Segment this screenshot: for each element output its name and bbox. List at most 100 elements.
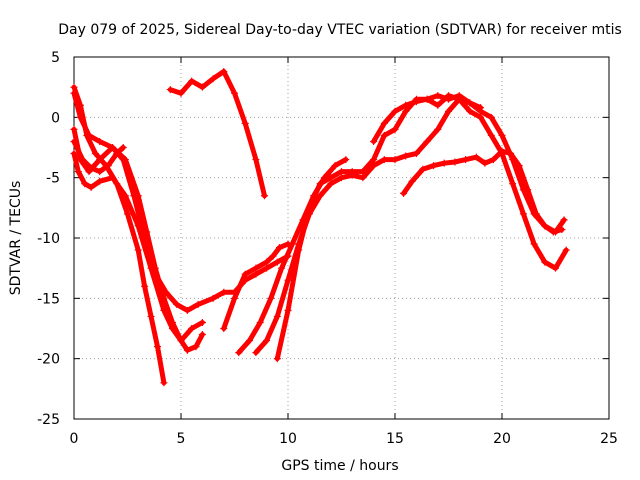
data-point bbox=[241, 270, 249, 278]
x-tick-label: 20 bbox=[493, 431, 511, 447]
x-tick-label: 5 bbox=[177, 431, 186, 447]
data-point bbox=[263, 258, 271, 266]
data-point bbox=[509, 180, 517, 188]
data-point bbox=[498, 147, 506, 155]
x-axis-label: GPS time / hours bbox=[281, 458, 398, 474]
data-point bbox=[198, 331, 206, 339]
data-point bbox=[359, 168, 367, 176]
data-point bbox=[423, 137, 431, 145]
data-point bbox=[85, 131, 93, 139]
data-point bbox=[252, 156, 260, 164]
y-axis-label: SDTVAR / TECUs bbox=[8, 181, 24, 296]
data-point bbox=[70, 150, 78, 158]
data-point bbox=[241, 119, 249, 127]
data-point bbox=[96, 156, 104, 164]
data-point bbox=[173, 300, 181, 308]
data-point bbox=[338, 168, 345, 176]
data-point bbox=[434, 101, 442, 109]
data-point bbox=[70, 125, 78, 133]
data-point bbox=[560, 216, 568, 224]
data-point bbox=[489, 156, 497, 164]
data-point bbox=[151, 270, 159, 278]
data-point bbox=[380, 119, 388, 127]
grid bbox=[74, 57, 609, 419]
y-tick-label: -25 bbox=[37, 412, 60, 428]
data-point bbox=[252, 270, 260, 278]
data-point bbox=[76, 113, 84, 121]
data-point bbox=[284, 276, 292, 284]
data-point bbox=[130, 192, 138, 200]
data-point bbox=[278, 264, 286, 272]
data-point bbox=[81, 180, 89, 188]
data-point bbox=[380, 131, 388, 139]
data-point bbox=[153, 343, 161, 351]
data-point bbox=[331, 162, 339, 170]
data-point bbox=[530, 240, 538, 248]
data-point bbox=[273, 355, 281, 363]
data-point bbox=[519, 186, 527, 194]
data-point bbox=[541, 258, 549, 266]
data-point bbox=[198, 83, 206, 91]
data-point bbox=[359, 174, 367, 182]
data-point bbox=[260, 192, 268, 200]
data-point bbox=[380, 156, 388, 164]
data-point bbox=[87, 183, 95, 191]
data-point bbox=[273, 258, 281, 266]
data-point bbox=[209, 75, 217, 83]
y-tick-label: -20 bbox=[37, 352, 60, 368]
series-trace bbox=[253, 96, 484, 356]
series-track-k bbox=[370, 92, 568, 236]
data-point bbox=[162, 288, 170, 296]
axis-ticks: 0 5 10 15 20 25 -25 -20 -15 -10 -5 0 5 bbox=[37, 50, 618, 447]
data-point bbox=[391, 107, 399, 115]
data-point bbox=[316, 192, 324, 200]
data-point bbox=[70, 137, 78, 145]
data-point bbox=[96, 168, 104, 176]
data-point bbox=[284, 306, 292, 314]
data-point bbox=[481, 159, 489, 167]
data-point bbox=[220, 325, 228, 332]
data-point bbox=[121, 192, 129, 200]
data-point bbox=[256, 318, 264, 326]
data-point bbox=[183, 346, 191, 354]
data-point bbox=[295, 246, 303, 254]
data-point bbox=[124, 210, 131, 218]
data-point bbox=[419, 165, 427, 173]
data-point bbox=[552, 264, 559, 272]
data-point bbox=[487, 131, 495, 139]
series-trace bbox=[167, 69, 267, 199]
data-point bbox=[402, 152, 410, 160]
data-point bbox=[370, 156, 378, 164]
data-point bbox=[160, 379, 168, 387]
data-point bbox=[316, 180, 324, 188]
y-tick-label: -15 bbox=[37, 291, 60, 307]
data-point bbox=[220, 67, 228, 75]
series-trace bbox=[274, 93, 569, 362]
data-point bbox=[434, 125, 442, 133]
data-point bbox=[466, 107, 474, 115]
data-point bbox=[220, 288, 228, 296]
chart-title: Day 079 of 2025, Sidereal Day-to-day VTE… bbox=[58, 22, 622, 38]
data-point bbox=[541, 222, 549, 230]
data-point bbox=[477, 113, 485, 121]
series-track-g bbox=[235, 156, 350, 357]
series-track-i bbox=[273, 92, 570, 363]
data-point bbox=[70, 83, 78, 91]
data-point bbox=[263, 337, 271, 345]
data-point bbox=[472, 153, 480, 161]
data-point bbox=[400, 189, 408, 197]
data-point bbox=[263, 264, 271, 272]
data-point bbox=[434, 92, 442, 100]
data-point bbox=[519, 210, 527, 218]
data-point bbox=[168, 318, 176, 326]
data-point bbox=[273, 312, 281, 320]
data-point bbox=[252, 349, 260, 357]
y-tick-label: -10 bbox=[37, 231, 60, 247]
data-point bbox=[275, 244, 283, 252]
data-point bbox=[79, 156, 87, 164]
series-track-e bbox=[166, 67, 268, 200]
data-point bbox=[445, 95, 452, 103]
data-point bbox=[466, 99, 474, 107]
data-point bbox=[305, 204, 313, 212]
data-point bbox=[267, 294, 275, 302]
